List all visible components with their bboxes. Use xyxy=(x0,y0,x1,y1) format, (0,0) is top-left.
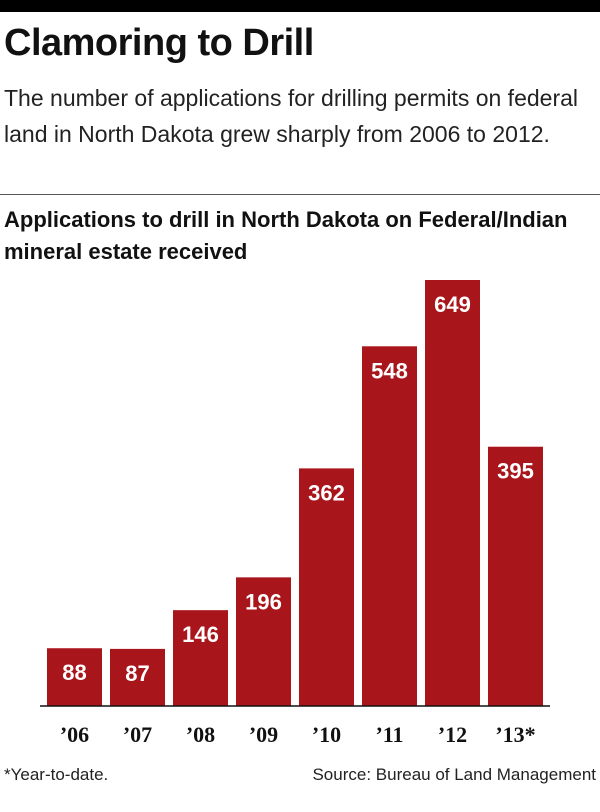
bar-value-label: 362 xyxy=(308,480,345,505)
bar-value-label: 196 xyxy=(245,589,282,614)
bar-value-label: 87 xyxy=(125,661,149,686)
bar-value-label: 649 xyxy=(434,292,471,317)
bar-values-layer: 88 87 146 196 362 548 649 395 xyxy=(62,292,534,686)
x-tick-label: ’11 xyxy=(375,722,403,747)
bars-layer xyxy=(47,280,543,706)
x-axis-ticks: ’06 ’07 ’08 ’09 ’10 ’11 ’12 ’13* xyxy=(60,722,536,747)
bar-4 xyxy=(299,468,354,706)
bar-6 xyxy=(425,280,480,706)
bar-7 xyxy=(488,446,543,706)
bar-value-label: 395 xyxy=(497,459,534,484)
bar-value-label: 88 xyxy=(62,660,86,685)
x-tick-label: ’08 xyxy=(186,722,215,747)
dek: The number of applications for drilling … xyxy=(4,85,579,147)
source-credit: Source: Bureau of Land Management xyxy=(312,765,596,784)
bar-1 xyxy=(110,648,165,706)
x-tick-label: ’07 xyxy=(123,722,152,747)
x-tick-label: ’06 xyxy=(60,722,89,747)
section-divider xyxy=(0,194,600,195)
x-tick-label: ’09 xyxy=(249,722,278,747)
bar-0 xyxy=(47,648,102,706)
x-tick-label: ’12 xyxy=(438,722,467,747)
bar-5 xyxy=(362,346,417,706)
headline: Clamoring to Drill xyxy=(4,22,314,64)
footnote: *Year-to-date. xyxy=(4,765,109,784)
chart-title: Applications to drill in North Dakota on… xyxy=(4,207,568,264)
top-rule xyxy=(0,0,600,12)
bar-value-label: 548 xyxy=(371,358,408,383)
bar-value-label: 146 xyxy=(182,622,219,647)
x-tick-label: ’13* xyxy=(495,722,535,747)
bar-3 xyxy=(236,577,291,706)
bar-2 xyxy=(173,610,228,706)
x-tick-label: ’10 xyxy=(312,722,341,747)
bar-chart: 88 87 146 196 362 548 649 395 ’06 ’07 ’08 ’09 ’10 ’1… xyxy=(40,280,550,747)
